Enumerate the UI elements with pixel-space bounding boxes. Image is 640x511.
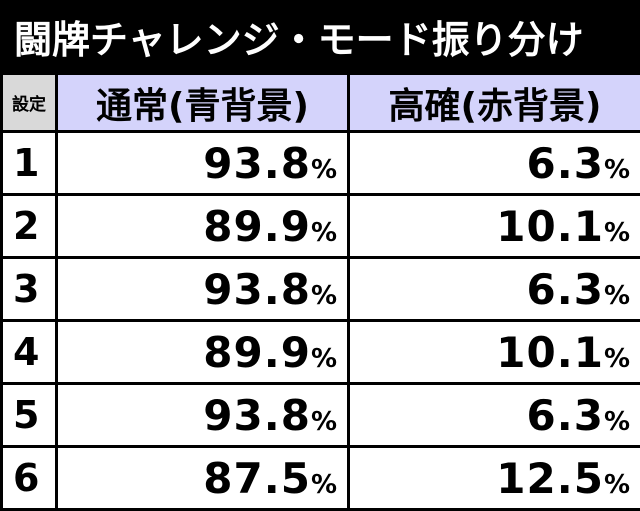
setting-cell: 2 bbox=[2, 195, 57, 258]
table-row: 4 89.9% 10.1% bbox=[2, 321, 640, 384]
percent-sign: % bbox=[604, 281, 630, 311]
percent-sign: % bbox=[604, 155, 630, 185]
high-rate-cell: 12.5% bbox=[349, 447, 640, 510]
percent-sign: % bbox=[604, 470, 630, 500]
normal-rate-value: 89.9 bbox=[203, 202, 311, 251]
setting-cell: 5 bbox=[2, 384, 57, 447]
percent-sign: % bbox=[311, 281, 337, 311]
setting-cell: 4 bbox=[2, 321, 57, 384]
high-rate-cell: 6.3% bbox=[349, 132, 640, 195]
normal-rate-cell: 93.8% bbox=[57, 132, 349, 195]
high-rate-value: 10.1 bbox=[496, 328, 604, 377]
table-row: 3 93.8% 6.3% bbox=[2, 258, 640, 321]
normal-rate-cell: 93.8% bbox=[57, 384, 349, 447]
table-row: 1 93.8% 6.3% bbox=[2, 132, 640, 195]
normal-rate-cell: 93.8% bbox=[57, 258, 349, 321]
percent-sign: % bbox=[311, 407, 337, 437]
high-rate-value: 10.1 bbox=[496, 202, 604, 251]
setting-cell: 3 bbox=[2, 258, 57, 321]
percent-sign: % bbox=[604, 407, 630, 437]
setting-cell: 6 bbox=[2, 447, 57, 510]
normal-rate-value: 89.9 bbox=[203, 328, 311, 377]
high-rate-value: 6.3 bbox=[527, 265, 604, 314]
high-rate-cell: 6.3% bbox=[349, 258, 640, 321]
normal-rate-value: 87.5 bbox=[203, 454, 311, 503]
high-column-header: 高確(赤背景) bbox=[349, 74, 640, 132]
setting-cell: 1 bbox=[2, 132, 57, 195]
percent-sign: % bbox=[311, 344, 337, 374]
high-rate-cell: 6.3% bbox=[349, 384, 640, 447]
normal-rate-cell: 89.9% bbox=[57, 195, 349, 258]
high-rate-value: 6.3 bbox=[527, 391, 604, 440]
high-rate-cell: 10.1% bbox=[349, 321, 640, 384]
normal-rate-value: 93.8 bbox=[203, 391, 311, 440]
page-title: 闘牌チャレンジ・モード振り分け bbox=[0, 0, 640, 72]
table-row: 6 87.5% 12.5% bbox=[2, 447, 640, 510]
setting-column-header: 設定 bbox=[2, 74, 57, 132]
normal-column-header: 通常(青背景) bbox=[57, 74, 349, 132]
normal-rate-value: 93.8 bbox=[203, 265, 311, 314]
percent-sign: % bbox=[604, 344, 630, 374]
high-rate-value: 6.3 bbox=[527, 139, 604, 188]
high-rate-value: 12.5 bbox=[496, 454, 604, 503]
table-row: 2 89.9% 10.1% bbox=[2, 195, 640, 258]
mode-distribution-table: 設定 通常(青背景) 高確(赤背景) 1 93.8% 6.3% 2 89.9% … bbox=[0, 72, 640, 511]
percent-sign: % bbox=[311, 218, 337, 248]
normal-rate-cell: 89.9% bbox=[57, 321, 349, 384]
percent-sign: % bbox=[604, 218, 630, 248]
table-header-row: 設定 通常(青背景) 高確(赤背景) bbox=[2, 74, 640, 132]
percent-sign: % bbox=[311, 470, 337, 500]
normal-rate-value: 93.8 bbox=[203, 139, 311, 188]
percent-sign: % bbox=[311, 155, 337, 185]
normal-rate-cell: 87.5% bbox=[57, 447, 349, 510]
high-rate-cell: 10.1% bbox=[349, 195, 640, 258]
table-row: 5 93.8% 6.3% bbox=[2, 384, 640, 447]
